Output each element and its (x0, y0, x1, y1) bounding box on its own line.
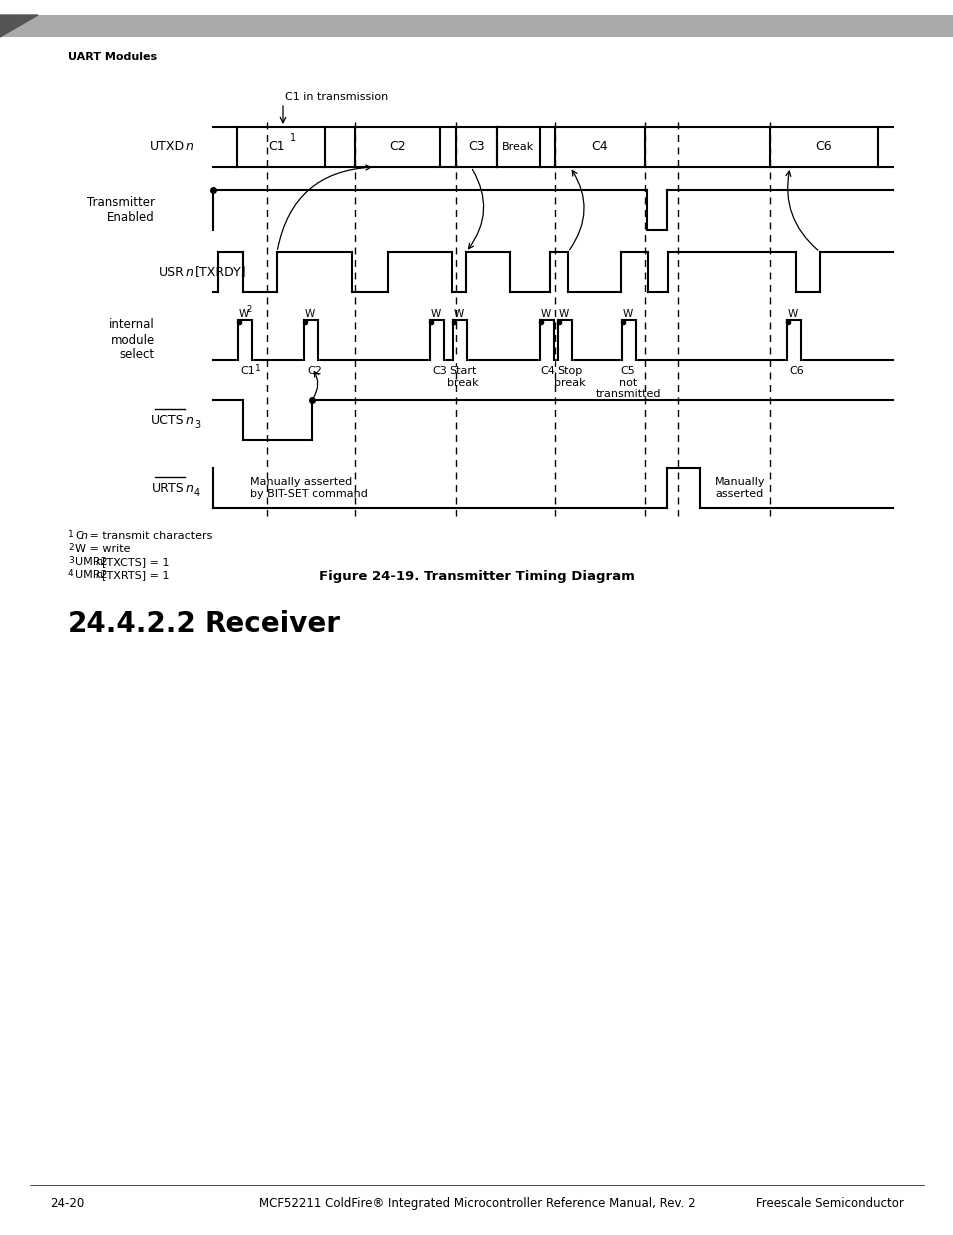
Text: internal
module
select: internal module select (110, 319, 154, 362)
Text: = transmit characters: = transmit characters (86, 531, 213, 541)
Text: C3: C3 (432, 366, 447, 375)
FancyArrowPatch shape (468, 169, 483, 248)
Text: Stop
break: Stop break (554, 366, 585, 388)
Text: W: W (540, 309, 551, 319)
Text: n: n (186, 414, 193, 426)
Text: UMR2: UMR2 (75, 571, 108, 580)
Text: C4: C4 (591, 141, 608, 153)
Text: UART Modules: UART Modules (68, 52, 157, 62)
Text: n: n (186, 266, 193, 279)
Text: W: W (454, 309, 464, 319)
Text: C1 in transmission: C1 in transmission (285, 91, 388, 103)
Text: n: n (80, 531, 87, 541)
Text: 4: 4 (193, 488, 200, 498)
Text: 2: 2 (246, 305, 251, 314)
Text: UMR2: UMR2 (75, 557, 108, 567)
Text: MCF52211 ColdFire® Integrated Microcontroller Reference Manual, Rev. 2: MCF52211 ColdFire® Integrated Microcontr… (258, 1197, 695, 1210)
Text: Break: Break (502, 142, 534, 152)
Text: C4: C4 (540, 366, 555, 375)
Text: C6: C6 (789, 366, 803, 375)
Text: C: C (75, 531, 83, 541)
Text: C2: C2 (389, 141, 405, 153)
Polygon shape (237, 358, 253, 362)
Text: UCTS: UCTS (152, 414, 185, 426)
Text: URTS: URTS (152, 482, 185, 494)
Text: Freescale Semiconductor: Freescale Semiconductor (756, 1197, 903, 1210)
Text: Start
break: Start break (447, 366, 478, 388)
Text: C5
not
transmitted: C5 not transmitted (595, 366, 660, 399)
Text: n: n (186, 482, 193, 494)
Text: 4: 4 (68, 569, 73, 578)
Polygon shape (303, 358, 318, 362)
Text: C2: C2 (307, 366, 322, 375)
Polygon shape (539, 358, 554, 362)
Polygon shape (620, 358, 636, 362)
Text: UTXD: UTXD (150, 141, 185, 153)
Text: C3: C3 (468, 141, 484, 153)
FancyArrowPatch shape (277, 165, 371, 249)
Text: W: W (239, 309, 249, 319)
FancyArrowPatch shape (569, 170, 583, 249)
Polygon shape (0, 15, 38, 37)
Text: n: n (186, 141, 193, 153)
Text: C6: C6 (815, 141, 831, 153)
Text: 1: 1 (290, 133, 295, 143)
Text: Receiver: Receiver (205, 610, 340, 638)
Text: [TXRTS] = 1: [TXRTS] = 1 (102, 571, 169, 580)
Text: [TXRDY]: [TXRDY] (194, 266, 247, 279)
Polygon shape (557, 358, 572, 362)
Text: Manually asserted
by BIT-SET command: Manually asserted by BIT-SET command (250, 477, 368, 499)
FancyArrowPatch shape (785, 172, 817, 251)
Text: 3: 3 (193, 420, 200, 430)
Text: Manually
asserted: Manually asserted (714, 477, 764, 499)
Polygon shape (785, 358, 801, 362)
Text: W: W (305, 309, 314, 319)
Polygon shape (429, 358, 444, 362)
Text: C1: C1 (269, 141, 285, 153)
Text: n: n (95, 557, 103, 567)
Polygon shape (452, 358, 467, 362)
Text: 1: 1 (254, 364, 260, 373)
Text: Figure 24-19. Transmitter Timing Diagram: Figure 24-19. Transmitter Timing Diagram (318, 571, 635, 583)
Text: 1: 1 (68, 530, 73, 538)
Text: USR: USR (159, 266, 185, 279)
Text: W = write: W = write (75, 543, 131, 555)
Text: 2: 2 (68, 543, 73, 552)
Text: W: W (622, 309, 633, 319)
Text: 3: 3 (68, 556, 73, 564)
Text: n: n (95, 571, 103, 580)
Text: W: W (431, 309, 441, 319)
FancyArrowPatch shape (314, 372, 318, 398)
Text: 24-20: 24-20 (50, 1197, 84, 1210)
Text: C1: C1 (240, 366, 255, 375)
Text: Transmitter
Enabled: Transmitter Enabled (87, 196, 154, 224)
Text: W: W (558, 309, 569, 319)
Text: [TXCTS] = 1: [TXCTS] = 1 (102, 557, 169, 567)
Text: W: W (787, 309, 798, 319)
Text: 24.4.2.2: 24.4.2.2 (68, 610, 196, 638)
Bar (0, 15, 953, 37)
